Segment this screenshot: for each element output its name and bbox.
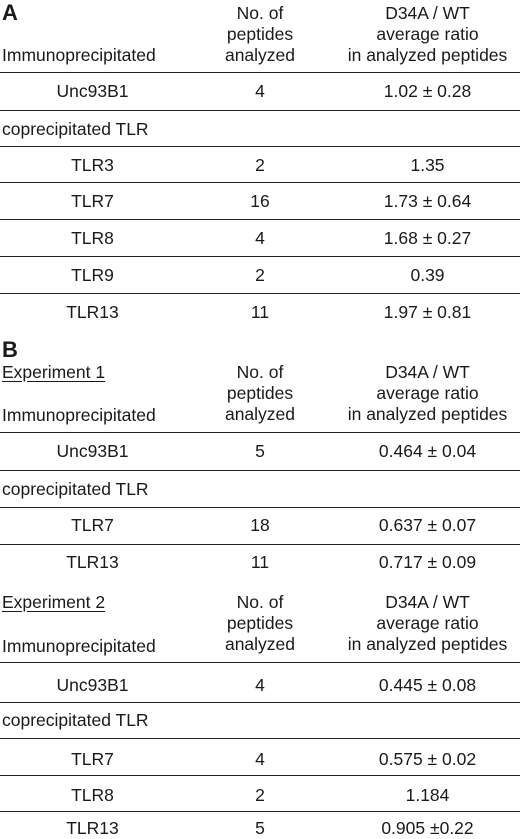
header-line: D34A / WT bbox=[385, 3, 470, 23]
table-cell-ratio: 0.637 ± 0.07 bbox=[378, 515, 477, 535]
panel-b-letter: B bbox=[2, 337, 18, 362]
experiment-1-title: Experiment 1 bbox=[2, 362, 106, 382]
table-row-label: TLR13 bbox=[66, 818, 119, 838]
table-row-label: Unc93B1 bbox=[56, 675, 129, 695]
table-cell-peptides: 2 bbox=[255, 265, 265, 285]
table-row-label: TLR3 bbox=[71, 155, 114, 175]
table-cell-peptides: 2 bbox=[255, 155, 265, 175]
header-line: No. of bbox=[236, 592, 284, 612]
header-line: D34A / WT bbox=[385, 362, 470, 382]
table-cell-ratio: 1.35 bbox=[410, 155, 445, 175]
exp2-row-label-header: Immunoprecipitated bbox=[2, 636, 156, 656]
table-cell-peptides: 16 bbox=[250, 191, 270, 211]
table-cell-peptides: 4 bbox=[255, 81, 265, 101]
table-cell-peptides: 11 bbox=[250, 302, 270, 322]
table-cell-ratio: 1.02 ± 0.28 bbox=[383, 81, 472, 101]
row-rule bbox=[0, 146, 520, 147]
table-cell-ratio: 0.905 ±0.22 bbox=[381, 818, 474, 838]
exp2-header-rule bbox=[0, 662, 520, 663]
exp1-col-ratio-header: D34A / WT average ratio in analyzed pept… bbox=[335, 362, 520, 425]
panel-a-col-peptides-header: No. of peptides analyzed bbox=[185, 3, 335, 66]
header-line: D34A / WT bbox=[385, 592, 470, 612]
table-cell-ratio: 1.97 ± 0.81 bbox=[383, 302, 472, 322]
table-cell-ratio: 0.445 ± 0.08 bbox=[378, 675, 477, 695]
header-line: peptides bbox=[226, 383, 294, 403]
table-row-label: TLR13 bbox=[66, 302, 119, 322]
table-cell-ratio: 0.575 ± 0.02 bbox=[378, 749, 477, 769]
header-line: analyzed bbox=[224, 45, 296, 65]
table-cell-ratio: 1.73 ± 0.64 bbox=[383, 191, 472, 211]
header-line: peptides bbox=[226, 24, 294, 44]
header-line: analyzed bbox=[224, 634, 296, 654]
row-rule bbox=[0, 293, 520, 294]
section-label-coprecipitated: coprecipitated TLR bbox=[2, 710, 149, 730]
header-line: average ratio bbox=[376, 383, 479, 403]
experiment-2-title: Experiment 2 bbox=[2, 592, 106, 612]
table-row-label: TLR8 bbox=[71, 228, 114, 248]
table-cell-ratio: 0.717 ± 0.09 bbox=[378, 552, 477, 572]
row-rule bbox=[0, 738, 520, 739]
table-row-label: Unc93B1 bbox=[56, 81, 129, 101]
table-row-label: TLR9 bbox=[71, 265, 114, 285]
header-line: in analyzed peptides bbox=[347, 634, 508, 654]
panel-a-header-rule bbox=[0, 72, 520, 73]
row-rule bbox=[0, 544, 520, 545]
section-label-coprecipitated: coprecipitated TLR bbox=[2, 479, 149, 499]
header-line: in analyzed peptides bbox=[347, 404, 508, 424]
table-row-label: TLR13 bbox=[66, 552, 119, 572]
table-cell-peptides: 5 bbox=[255, 441, 265, 461]
section-label-coprecipitated: coprecipitated TLR bbox=[2, 119, 149, 139]
table-cell-ratio: 0.39 bbox=[410, 265, 445, 285]
row-rule bbox=[0, 256, 520, 257]
table-cell-peptides: 18 bbox=[250, 515, 270, 535]
exp1-row-label-header: Immunoprecipitated bbox=[2, 405, 156, 425]
table-cell-peptides: 4 bbox=[255, 675, 265, 695]
panel-a-col-ratio-header: D34A / WT average ratio in analyzed pept… bbox=[335, 3, 520, 66]
table-cell-ratio: 0.464 ± 0.04 bbox=[378, 441, 477, 461]
table-cell-peptides: 2 bbox=[255, 785, 265, 805]
header-line: No. of bbox=[236, 362, 284, 382]
row-rule bbox=[0, 470, 520, 471]
table-row-label: TLR8 bbox=[71, 785, 114, 805]
header-line: analyzed bbox=[224, 404, 296, 424]
table-row-label: TLR7 bbox=[71, 515, 114, 535]
table-cell-ratio: 1.184 bbox=[405, 785, 450, 805]
row-rule bbox=[0, 219, 520, 220]
header-line: average ratio bbox=[376, 24, 479, 44]
table-cell-ratio: 1.68 ± 0.27 bbox=[383, 228, 472, 248]
row-rule bbox=[0, 811, 520, 812]
table-cell-peptides: 11 bbox=[250, 552, 270, 572]
exp2-col-ratio-header: D34A / WT average ratio in analyzed pept… bbox=[335, 592, 520, 655]
header-line: peptides bbox=[226, 613, 294, 633]
table-cell-peptides: 5 bbox=[255, 818, 265, 838]
row-rule bbox=[0, 182, 520, 183]
header-line: average ratio bbox=[376, 613, 479, 633]
row-rule bbox=[0, 507, 520, 508]
exp2-col-peptides-header: No. of peptides analyzed bbox=[185, 592, 335, 655]
exp1-col-peptides-header: No. of peptides analyzed bbox=[185, 362, 335, 425]
table-row-label: TLR7 bbox=[71, 749, 114, 769]
exp1-header-rule bbox=[0, 432, 520, 433]
row-rule bbox=[0, 775, 520, 776]
panel-a-row-label-header: Immunoprecipitated bbox=[2, 45, 156, 65]
header-line: No. of bbox=[236, 3, 284, 23]
panel-a-letter: A bbox=[2, 0, 18, 25]
table-row-label: Unc93B1 bbox=[56, 441, 129, 461]
table-cell-peptides: 4 bbox=[255, 228, 265, 248]
table-cell-peptides: 4 bbox=[255, 749, 265, 769]
row-rule bbox=[0, 110, 520, 111]
row-rule bbox=[0, 702, 520, 703]
header-line: in analyzed peptides bbox=[347, 45, 508, 65]
table-row-label: TLR7 bbox=[71, 191, 114, 211]
